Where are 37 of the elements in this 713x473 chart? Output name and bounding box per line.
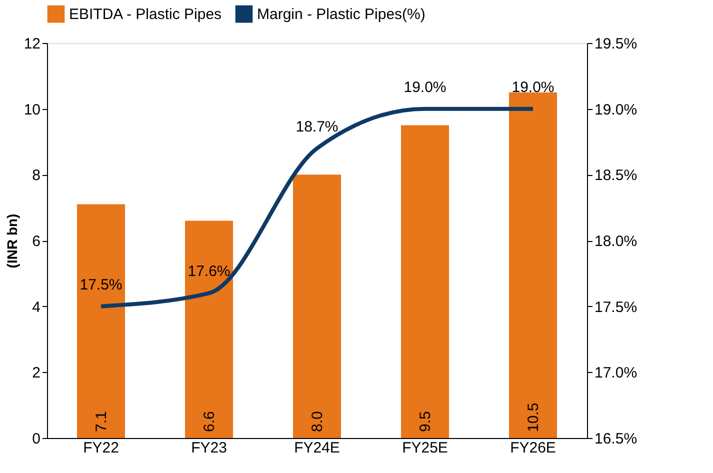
bar	[509, 92, 557, 438]
y2-tick-label: 18.5%	[594, 167, 638, 184]
y-tick-label: 2	[32, 364, 40, 382]
data-label: 6.6	[201, 411, 218, 432]
bar	[77, 204, 125, 438]
y-tick-label: 0	[32, 430, 40, 448]
y2-tick-label: 19.5%	[594, 36, 638, 52]
data-label: 7.1	[93, 411, 110, 432]
x-tick-label: FY23	[191, 440, 227, 456]
y-tick-label: 6	[32, 233, 40, 250]
bar	[401, 125, 449, 438]
y2-tick-label: 19.0%	[594, 101, 638, 118]
data-label: 19.0%	[512, 78, 554, 96]
data-label: 17.5%	[80, 276, 122, 294]
x-tick-label: FY26E	[510, 440, 556, 456]
legend-label: EBITDA - Plastic Pipes	[69, 6, 222, 24]
data-label: 8.0	[309, 411, 326, 432]
y2-tick-label: 18.0%	[594, 233, 638, 250]
legend-label: Margin - Plastic Pipes(%)	[257, 6, 426, 24]
x-tick-label: FY24E	[294, 440, 340, 456]
bar	[293, 174, 341, 438]
y-tick-label: 10	[24, 101, 40, 118]
y2-tick-label: 16.5%	[594, 430, 638, 448]
data-label: 18.7%	[296, 118, 338, 136]
data-label: 19.0%	[404, 78, 446, 96]
x-tick-label: FY22	[83, 440, 119, 456]
y2-tick-label: 17.0%	[594, 364, 638, 382]
y-tick-label: 12	[24, 36, 40, 52]
data-label: 10.5	[525, 402, 542, 432]
x-tick-label: FY25E	[402, 440, 448, 456]
bar	[185, 220, 233, 438]
y-tick-label: 4	[32, 298, 40, 316]
data-label: 9.5	[417, 411, 434, 432]
y-tick-label: 8	[32, 167, 40, 184]
data-label: 17.6%	[188, 263, 230, 280]
y-axis-title: (INR bn)	[4, 214, 20, 268]
y2-tick-label: 17.5%	[594, 298, 638, 316]
